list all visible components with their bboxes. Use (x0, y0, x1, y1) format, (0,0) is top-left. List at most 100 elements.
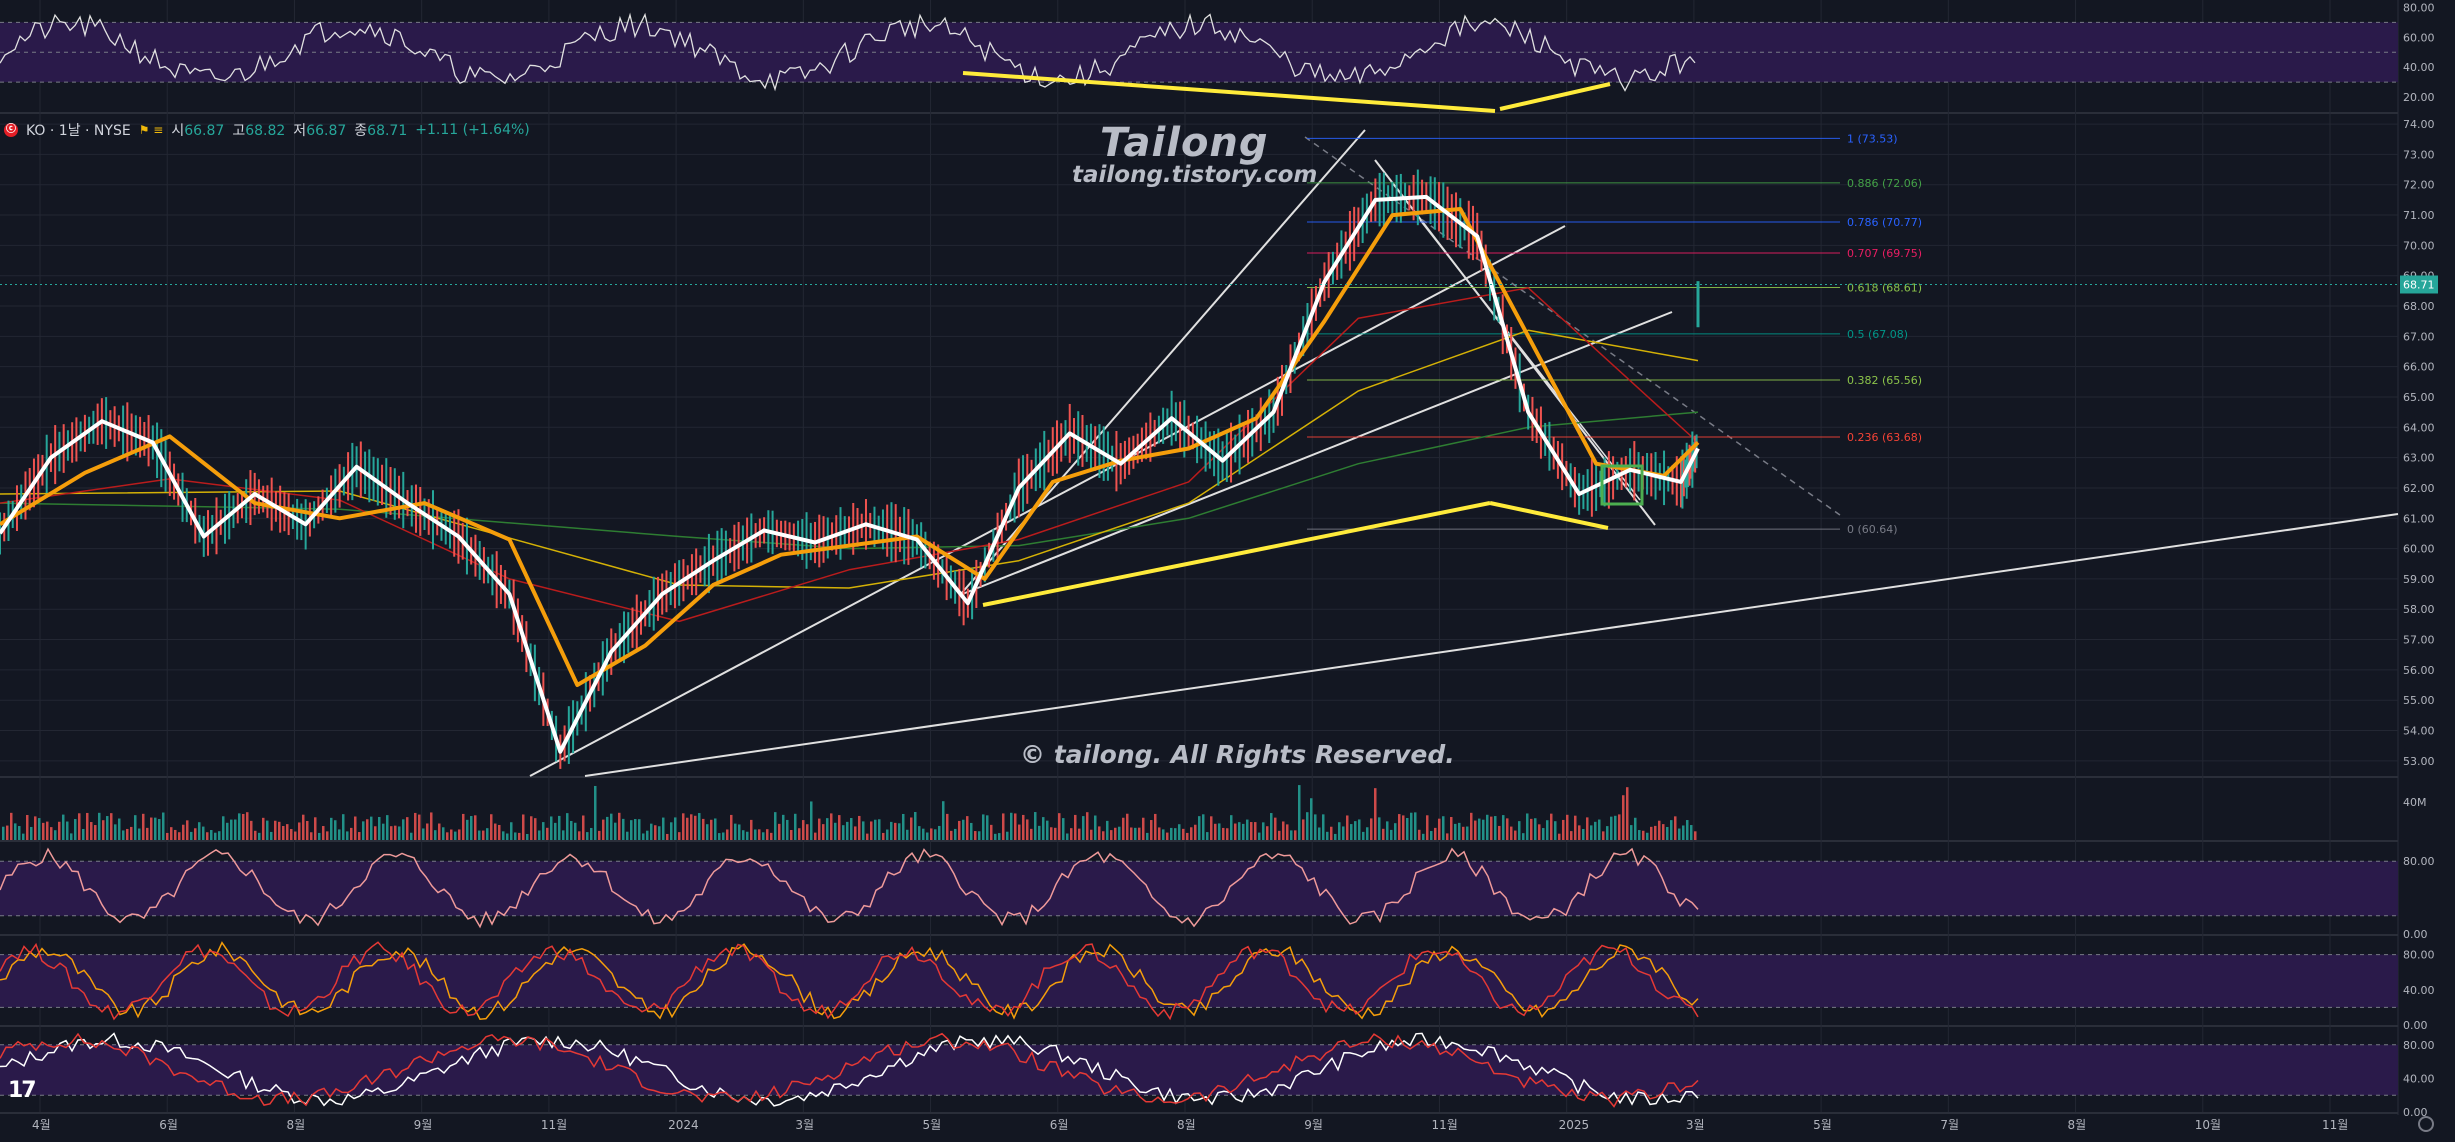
volume-bar (166, 832, 169, 840)
volume-bar (2, 826, 5, 840)
volume-bar (826, 818, 829, 840)
long-trend-line (584, 513, 2399, 777)
fib-level-label: 0.707 (69.75) (1847, 247, 1922, 260)
volume-bar (958, 820, 961, 840)
volume-bar (758, 829, 761, 840)
volume-bar (926, 832, 929, 840)
volume-bar (1258, 832, 1261, 840)
volume-bar (234, 819, 237, 840)
volume-bar (1274, 817, 1277, 840)
volume-bar (414, 812, 417, 840)
volume-bar (6, 825, 9, 840)
symbol-name[interactable]: KO · 1날 · NYSE (26, 123, 131, 139)
fib-level-label: 1 (73.53) (1847, 132, 1898, 145)
volume-bar (1582, 828, 1585, 840)
volume-bar (254, 830, 257, 840)
volume-bar (106, 816, 109, 840)
volume-bar (1034, 812, 1037, 840)
volume-bar (650, 823, 653, 840)
volume-bar (362, 821, 365, 840)
volume-bar (1370, 818, 1373, 840)
volume-bar (1598, 819, 1601, 840)
volume-bar (1078, 828, 1081, 840)
price-axis-label: 53.00 (2403, 755, 2435, 768)
volume-bar (642, 833, 645, 840)
x-tick-label: 3월 (795, 1118, 814, 1132)
volume-bar (1254, 822, 1257, 840)
volume-bar (1058, 813, 1061, 840)
volume-bar (1446, 833, 1449, 840)
volume-bar (674, 817, 677, 840)
volume-bar (1334, 833, 1337, 840)
volume-bar (222, 816, 225, 840)
ma-short-line (0, 207, 1700, 687)
volume-bar (1234, 823, 1237, 840)
volume-bar (238, 813, 241, 840)
volume-bar (434, 830, 437, 840)
volume-bar (1462, 826, 1465, 840)
volume-bar (218, 831, 221, 840)
volume-bar (454, 831, 457, 840)
volume-bar (1662, 824, 1665, 840)
volume-bar (658, 826, 661, 840)
volume-bar (1314, 814, 1317, 840)
volume-bar (58, 821, 61, 840)
volume-bar (598, 830, 601, 840)
volume-bar (1038, 825, 1041, 840)
volume-bar (1098, 826, 1101, 840)
volume-bar (1502, 815, 1505, 840)
volume-bar (1246, 819, 1249, 840)
volume-bar (962, 819, 965, 840)
price-axis-label: 67.00 (2403, 330, 2435, 343)
volume-bar (1170, 827, 1173, 840)
volume-bar (1166, 832, 1169, 840)
volume-bar (1006, 831, 1009, 840)
volume-bar (1190, 827, 1193, 840)
volume-bar (746, 831, 749, 840)
volume-bar (714, 818, 717, 840)
volume-bar (590, 827, 593, 840)
volume-bar (210, 830, 213, 840)
last-price-label: 68.71 (2403, 278, 2435, 291)
volume-bar (630, 820, 633, 840)
ma-long-line (0, 329, 1699, 589)
osc1-line (0, 847, 1699, 929)
volume-bar (258, 832, 261, 840)
volume-bar (146, 827, 149, 840)
volume-bar (1570, 831, 1573, 840)
volume-bar (1414, 812, 1417, 840)
volume-bar (938, 825, 941, 840)
volume-bar (1290, 830, 1293, 840)
volume-bar (406, 817, 409, 840)
osc2-line (0, 941, 1699, 1020)
volume-bar (1630, 825, 1633, 840)
volume-bar (230, 819, 233, 840)
volume-bar (798, 828, 801, 840)
fib-level-label: 0.382 (65.56) (1847, 374, 1922, 387)
volume-bar (1490, 816, 1493, 840)
flags-icon[interactable]: ⚑ ≡ (138, 123, 164, 137)
volume-bar (538, 830, 541, 840)
volume-bar (586, 832, 589, 840)
volume-bar (1286, 824, 1289, 840)
osc3-line (0, 1032, 1699, 1108)
price-axis-label: 55.00 (2403, 694, 2435, 707)
volume-bar (1546, 820, 1549, 840)
tradingview-logo-icon[interactable]: 17 (8, 1078, 37, 1103)
close-value: 68.71 (367, 123, 408, 139)
volume-bar (1466, 826, 1469, 840)
volume-bar (1014, 813, 1017, 840)
volume-bar (250, 820, 253, 840)
volume-bar (438, 823, 441, 840)
volume-bar (174, 829, 177, 840)
volume-bar (702, 818, 705, 840)
volume-bar (1410, 812, 1413, 840)
volume-bar (802, 820, 805, 840)
volume-bar (1202, 814, 1205, 840)
volume-bar (518, 832, 521, 840)
volume-bar (262, 817, 265, 840)
volume-bar (206, 832, 209, 840)
volume-bar (1130, 827, 1133, 840)
settings-gear-icon[interactable] (2418, 1116, 2434, 1132)
